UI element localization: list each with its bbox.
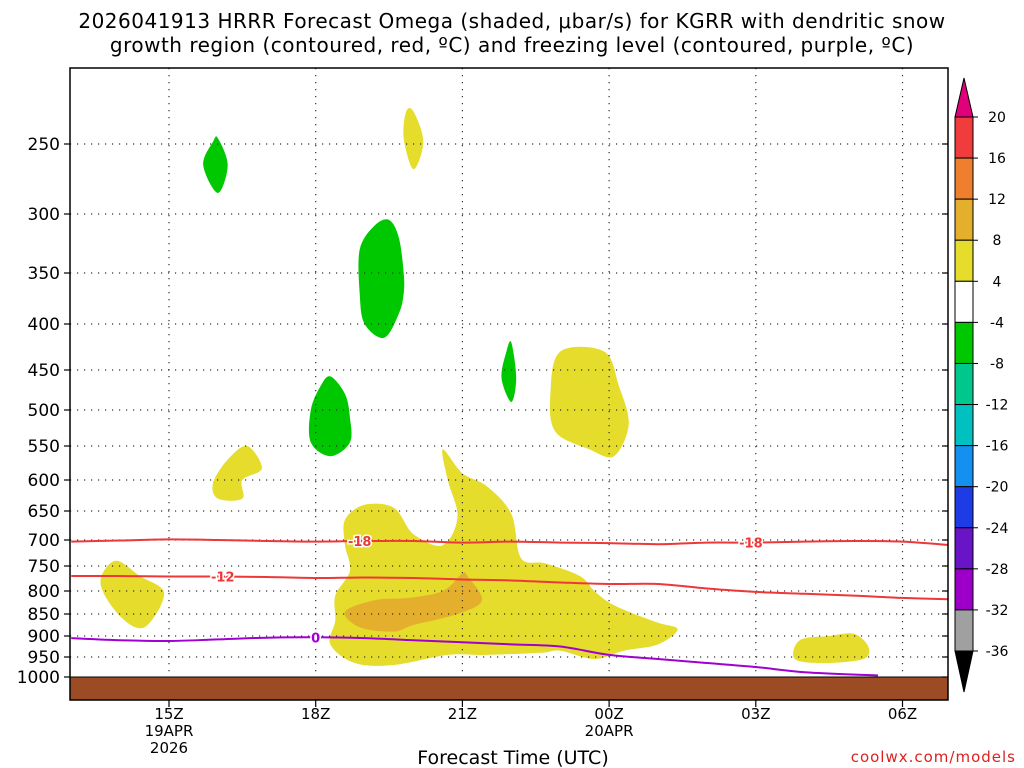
colorbar-label: 16 [988,151,1006,167]
y-tick-label-800: 800 [28,582,60,602]
x-tick-label-03Z: 03Z [741,705,770,723]
contour-label-dgz-top: -18 [739,537,763,552]
x-tick-label-21Z: 21Z [448,705,477,723]
colorbar-swatch-8 [954,404,974,447]
colorbar-swatch-12 [954,568,974,611]
colorbar-swatch-5 [954,280,974,323]
colorbar-swatch-13 [954,609,974,652]
colorbar-swatch-1 [954,116,974,159]
contour-freezing-level [71,636,879,677]
y-tick-label-550: 550 [28,437,60,457]
contour-dgz-top [71,538,948,546]
omega-region-11 [501,341,517,402]
plot-frame [69,67,949,701]
y-tick-label-300: 300 [28,205,60,225]
contour-label-freezing-level: 0 [311,631,320,646]
contour-label-dgz-bottom: -12 [211,571,235,586]
y-tick-label-650: 650 [28,502,60,522]
colorbar-swatch-2 [954,157,974,200]
x-axis-title: Forecast Time (UTC) [417,747,608,768]
x-tick-label-15Z: 15Z [154,705,183,723]
y-tick-label-250: 250 [28,135,60,155]
credit-text[interactable]: coolwx.com/models [850,748,1016,766]
x-tick-label-06Z: 06Z [888,705,917,723]
x-tick-date-20APR: 20APR [585,722,634,740]
colorbar-label: -20 [986,480,1009,496]
omega-region-3 [329,449,678,666]
colorbar-label: -4 [990,315,1004,331]
colorbar-label: -12 [986,398,1009,414]
y-tick-label-850: 850 [28,605,60,625]
colorbar-label: 8 [993,233,1002,249]
colorbar-label: -24 [986,521,1009,537]
omega-region-1 [100,560,165,629]
colorbar-label: -32 [986,603,1009,619]
y-tick-label-900: 900 [28,627,60,647]
omega-region-4 [549,346,629,458]
omega-region-5 [793,633,870,663]
colorbar-swatch-4 [954,239,974,282]
colorbar-label: -8 [990,356,1004,372]
colorbar-label: 20 [988,110,1006,126]
y-tick-label-450: 450 [28,361,60,381]
y-tick-label-950: 950 [28,648,60,668]
colorbar-swatch-10 [954,486,974,529]
colorbar-label: -28 [986,562,1009,578]
chart-title-line-1: 2026041913 HRRR Forecast Omega (shaded, … [78,9,946,33]
omega-region-8 [203,136,228,193]
omega-region-6 [403,107,424,170]
colorbar-top-arrow [954,77,974,118]
y-tick-label-600: 600 [28,471,60,491]
x-tick-label-18Z: 18Z [301,705,330,723]
omega-region-10 [308,376,352,457]
ground-terrain [70,677,948,700]
colorbar-swatch-11 [954,527,974,570]
chart-title-line-2: growth region (contoured, red, ºC) and f… [109,33,915,57]
omega-region-9 [358,219,405,339]
y-tick-label-350: 350 [28,264,60,284]
omega-region-2 [212,445,262,501]
y-tick-label-750: 750 [28,557,60,577]
colorbar-swatch-6 [954,321,974,364]
contour-dgz-bottom [71,574,948,601]
colorbar-swatch-3 [954,198,974,241]
y-tick-label-1000: 1000 [17,668,60,688]
colorbar-label: 4 [993,274,1002,290]
y-tick-label-700: 700 [28,531,60,551]
colorbar-bottom-arrow [954,650,974,693]
colorbar: 20 16 12 8 4 -4 -8 -12 -16 -20 -24 -28 -32 -36 [954,77,1009,693]
colorbar-swatch-7 [954,362,974,406]
x-tick-date-19APR: 19APR [145,722,194,740]
y-tick-label-400: 400 [28,315,60,335]
x-tick-label-00Z: 00Z [594,705,623,723]
contour-label-dgz-top: -18 [348,535,372,550]
omega-region-7 [344,572,483,632]
colorbar-swatch-9 [954,445,974,488]
colorbar-label: -36 [986,644,1009,660]
y-tick-label-500: 500 [28,401,60,421]
x-tick-year-2026: 2026 [150,739,188,757]
plot-area: -18 -18 -12 0 [70,68,948,700]
colorbar-label: -16 [986,439,1009,455]
colorbar-label: 12 [988,192,1006,208]
